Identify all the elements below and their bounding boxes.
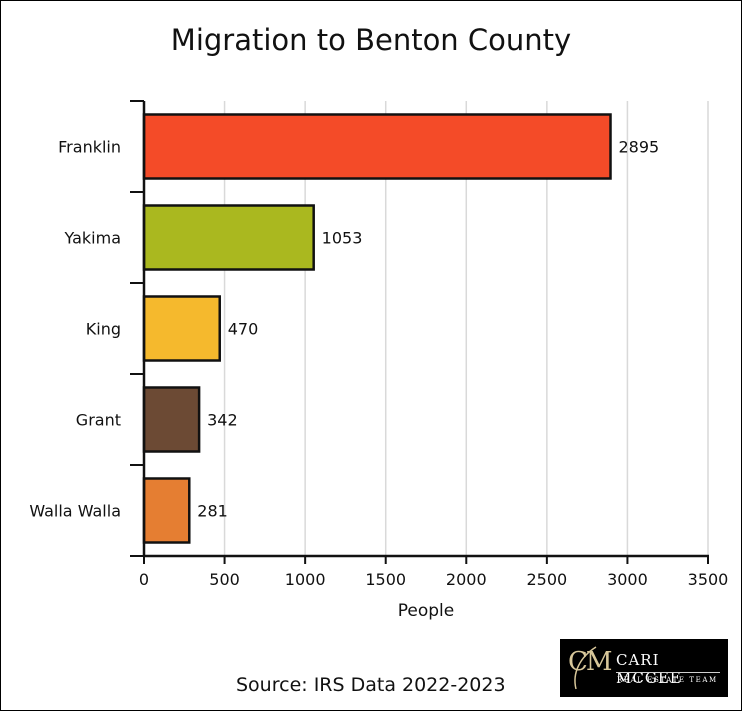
x-tick-label: 1000	[285, 570, 326, 589]
bar	[142, 477, 191, 544]
bar	[142, 295, 221, 362]
x-tick-label: 2000	[446, 570, 487, 589]
category-label: Grant	[76, 411, 121, 430]
logo-divider	[616, 672, 720, 673]
axes	[130, 100, 709, 564]
chart-title: Migration to Benton County	[170, 23, 572, 57]
bar	[142, 204, 315, 271]
x-tick-label: 0	[139, 570, 149, 589]
brand-logo: CM CARI MCGEE REAL ESTATE TEAM	[560, 639, 728, 697]
x-tick-label: 500	[209, 570, 240, 589]
bars	[142, 113, 612, 544]
x-tick-label: 1500	[365, 570, 406, 589]
data-label: 281	[197, 502, 228, 521]
category-label: King	[86, 320, 121, 339]
logo-tagline: REAL ESTATE TEAM	[617, 676, 718, 684]
labels: Franklin 2895 Yakima 1053 King 470 Grant 342 Wal…	[29, 138, 728, 622]
data-label: 470	[228, 320, 259, 339]
data-label: 1053	[322, 229, 363, 248]
logo-name: CARI MCGEE	[616, 651, 682, 687]
source-note: Source: IRS Data 2022-2023	[236, 674, 506, 696]
category-label: Franklin	[58, 138, 121, 157]
category-label: Yakima	[64, 229, 121, 248]
logo-swoosh-icon	[574, 646, 597, 690]
x-tick-label: 3000	[607, 570, 648, 589]
x-axis-title: People	[398, 601, 454, 621]
data-label: 2895	[619, 138, 660, 157]
x-tick-label: 2500	[526, 570, 567, 589]
bar	[142, 386, 201, 453]
logo-monogram: CM	[568, 647, 612, 677]
category-label: Walla Walla	[29, 502, 121, 521]
bar-chart: Franklin 2895 Yakima 1053 King 470 Grant 342 Wal…	[29, 100, 728, 622]
x-tick-label: 3500	[688, 570, 729, 589]
bar	[142, 113, 612, 180]
data-label: 342	[207, 411, 238, 430]
